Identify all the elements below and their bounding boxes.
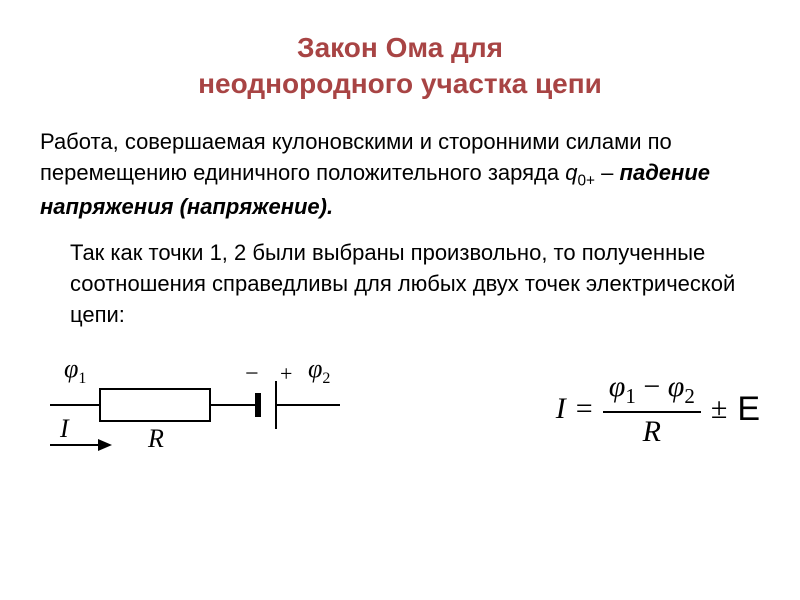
eq-sub1: 1 [625, 384, 636, 408]
eq-fraction: φ1 − φ2 R [603, 370, 701, 449]
diag-plus: + [280, 361, 292, 386]
p1-mid: – [595, 160, 619, 185]
eq-equals: = [576, 392, 593, 426]
paragraph-1: Работа, совершаемая кулоновскими и сторо… [40, 127, 760, 223]
bottom-row: φ1 R − + φ2 I I [40, 347, 760, 472]
svg-text:φ2: φ2 [308, 354, 330, 387]
slide-title: Закон Ома для неоднородного участка цепи [40, 30, 760, 103]
diag-I: I [59, 414, 70, 443]
diag-phi2: φ [308, 354, 322, 383]
eq-phi1: φ [609, 370, 626, 403]
diag-R: R [147, 424, 164, 453]
title-line2: неоднородного участка цепи [198, 68, 602, 99]
eq-numerator: φ1 − φ2 [603, 370, 701, 411]
diag-phi1: φ [64, 354, 78, 383]
paragraph-2: Так как точки 1, 2 были выбраны произвол… [40, 238, 760, 330]
p1-var: q [565, 160, 577, 185]
p2-text: Так как точки 1, 2 были выбраны произвол… [70, 240, 735, 327]
eq-sub2: 2 [684, 384, 695, 408]
eq-E: E [737, 390, 760, 429]
diag-minus: − [245, 361, 259, 387]
equation: I = φ1 − φ2 R ± E [556, 370, 760, 449]
p1-var-sub: 0+ [577, 172, 595, 189]
eq-pm: ± [711, 392, 727, 426]
diag-phi1-sub: 1 [78, 370, 86, 387]
eq-denom: R [637, 413, 667, 449]
circuit-diagram: φ1 R − + φ2 I [40, 347, 380, 472]
eq-phi2: φ [668, 370, 685, 403]
svg-text:φ1: φ1 [64, 354, 86, 387]
eq-I: I [556, 392, 566, 426]
title-line1: Закон Ома для [297, 32, 503, 63]
eq-minus: − [643, 370, 660, 403]
diag-phi2-sub: 2 [322, 370, 330, 387]
